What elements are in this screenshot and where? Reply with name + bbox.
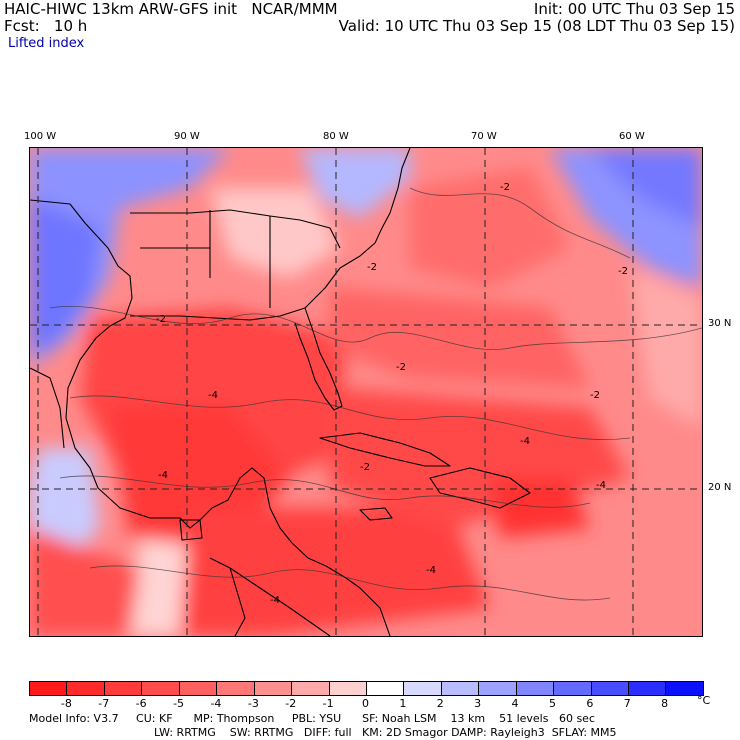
lon-label-80w: 80 W [323,131,349,142]
contour-label: -2 [367,262,377,273]
colorbar-tick-label: -8 [60,697,72,710]
colorbar-swatch [591,682,629,695]
colorbar-swatch [479,682,517,695]
contour-label: -2 [156,314,166,325]
model-title: HAIC-HIWC 13km ARW-GFS init NCAR/MMM [4,0,338,18]
colorbar-swatch [366,682,405,695]
colorbar-tick-label: 3 [474,697,482,710]
colorbar-tick-label: -4 [210,697,222,710]
colorbar-swatch [329,682,367,695]
colorbar-tick-label: 8 [661,697,669,710]
lon-label-70w: 70 W [471,131,497,142]
model-info-line2: LW: RRTMG SW: RRTMG DIFF: full KM: 2D Sm… [154,726,617,739]
colorbar-tick-label: -1 [322,697,334,710]
colorbar-tick-label: -5 [173,697,185,710]
contour-label: -2 [590,390,600,401]
contour-label: -2 [396,362,406,373]
colorbar-tick-label: 5 [548,697,556,710]
colorbar [29,681,704,696]
lon-label-100w: 100 W [24,131,57,142]
colorbar-swatch [554,682,592,695]
colorbar-tick-label: -2 [285,697,297,710]
colorbar-tick-label: 4 [511,697,519,710]
field-name: Lifted index [8,36,85,51]
contour-label: -2 [500,182,510,193]
lifted-index-map: -2 -2 -2 -2 -2 -2 -2 -4 -4 -4 -4 -4 -4 [29,147,703,637]
contour-label: -4 [270,595,280,606]
model-info-line1: Model Info: V3.7 CU: KF MP: Thompson PBL… [29,712,595,725]
colorbar-swatch [104,682,143,695]
contour-label: -4 [208,390,218,401]
forecast-hour: Fcst: 10 h [4,17,88,35]
colorbar-unit: °C [697,694,711,707]
lon-label-90w: 90 W [174,131,200,142]
colorbar-swatch [292,682,330,695]
colorbar-swatch [666,682,703,695]
colorbar-tick-label: -7 [98,697,110,710]
contour-label: -2 [618,266,628,277]
colorbar-swatch [142,682,180,695]
colorbar-tick-label: -6 [135,697,147,710]
colorbar-swatch [404,682,442,695]
lat-label-30n: 30 N [708,318,732,329]
contour-label: -4 [596,480,606,491]
contour-label: -4 [520,436,530,447]
colorbar-swatch [441,682,480,695]
colorbar-swatch [67,682,105,695]
valid-time: Valid: 10 UTC Thu 03 Sep 15 (08 LDT Thu … [338,17,735,35]
colorbar-tick-label: -3 [247,697,259,710]
init-time: Init: 00 UTC Thu 03 Sep 15 [533,0,735,18]
colorbar-swatch [179,682,218,695]
colorbar-swatch [30,682,68,695]
colorbar-tick-label: 6 [586,697,594,710]
colorbar-tick-label: 0 [362,697,369,710]
lon-label-60w: 60 W [619,131,645,142]
colorbar-swatch [516,682,555,695]
contour-label: -4 [426,565,436,576]
colorbar-tick-label: 2 [436,697,444,710]
colorbar-swatch [629,682,667,695]
lat-label-20n: 20 N [708,482,732,493]
colorbar-swatch [254,682,293,695]
contour-label: -2 [360,462,370,473]
colorbar-tick-label: 7 [623,697,631,710]
colorbar-tick-label: 1 [399,697,407,710]
colorbar-swatch [217,682,255,695]
contour-label: -4 [158,470,168,481]
